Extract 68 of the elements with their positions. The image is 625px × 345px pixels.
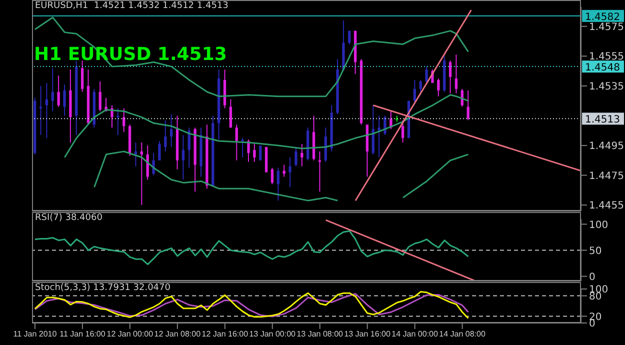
y-tick-label: 0 xyxy=(589,272,596,283)
ref-line-label: 1.4582 xyxy=(585,12,620,23)
candlestick xyxy=(57,74,60,108)
candlestick xyxy=(276,167,280,202)
chart-title: Stoch(5,3,3) 13.7931 32.0470 xyxy=(35,283,170,294)
y-tick-label: 1.4575 xyxy=(589,22,624,33)
chart-title: EURUSD,H1 1.4521 1.4532 1.4512 1.4513 xyxy=(35,1,228,12)
candlestick xyxy=(300,143,304,167)
candlestick xyxy=(134,142,138,167)
candlestick xyxy=(170,114,173,148)
y-tick-label: 1.4495 xyxy=(589,141,624,152)
line-series xyxy=(34,16,469,98)
candlestick xyxy=(80,60,84,92)
candlestick xyxy=(98,80,102,112)
y-tick-label: 1.4455 xyxy=(589,200,624,212)
ref-line-label: 1.4548 xyxy=(585,62,620,74)
candlestick xyxy=(140,142,143,206)
candlestick xyxy=(164,120,167,152)
candlestick xyxy=(235,124,238,161)
x-tick-label: 13 Jan 00:00 xyxy=(249,330,296,339)
candlestick xyxy=(413,79,416,104)
x-tick-label: 12 Jan 16:00 xyxy=(202,330,249,339)
candlestick xyxy=(247,139,250,162)
ref-line-label: 1.4513 xyxy=(585,114,620,126)
y-tick-label: 50 xyxy=(589,246,602,257)
candlestick xyxy=(39,85,42,136)
candlestick xyxy=(437,78,440,97)
candlestick xyxy=(253,142,256,162)
candlestick xyxy=(288,156,292,188)
candlestick xyxy=(158,140,161,161)
candlestick xyxy=(116,108,120,136)
y-tick-label: 100 xyxy=(589,220,608,231)
y-tick-label: 1.4475 xyxy=(589,170,624,182)
candlestick xyxy=(51,68,54,112)
candlestick xyxy=(294,146,298,167)
candlestick xyxy=(241,138,244,158)
candlestick xyxy=(378,115,380,158)
candlestick xyxy=(229,98,232,128)
candlestick xyxy=(270,167,274,185)
x-tick-label: 14 Jan 08:00 xyxy=(439,330,486,339)
x-tick-label: 14 Jan 00:00 xyxy=(392,330,438,339)
y-tick-label: 1.4535 xyxy=(589,81,624,92)
y-tick-label: 80 xyxy=(589,291,602,302)
x-tick-label: 12 Jan 00:00 xyxy=(106,330,154,339)
chart-title: RSI(7) 38.4060 xyxy=(35,213,102,224)
candlestick xyxy=(282,164,286,178)
candlestick xyxy=(448,60,452,94)
candlestick xyxy=(63,84,66,116)
candlestick xyxy=(401,120,404,144)
candlestick xyxy=(45,82,48,139)
candlestick xyxy=(466,90,470,121)
candlestick xyxy=(348,30,351,45)
x-tick-label: 13 Jan 16:00 xyxy=(344,330,392,339)
candlestick xyxy=(425,66,428,84)
candlestick xyxy=(182,134,185,180)
candlestick xyxy=(384,115,386,136)
line-series xyxy=(34,230,469,266)
candlestick xyxy=(122,108,126,133)
candlestick xyxy=(152,152,155,176)
candlestick xyxy=(454,54,458,94)
y-tick-label: 1.4555 xyxy=(589,52,624,63)
x-tick-label: 11 Jan 2010 xyxy=(13,330,58,339)
candlestick xyxy=(318,150,322,192)
x-tick-label: 11 Jan 16:00 xyxy=(60,330,106,339)
x-tick-label: 12 Jan 08:00 xyxy=(154,330,202,339)
candlestick xyxy=(259,144,262,161)
candlestick xyxy=(419,79,422,96)
x-tick-label: 13 Jan 08:00 xyxy=(296,330,344,339)
